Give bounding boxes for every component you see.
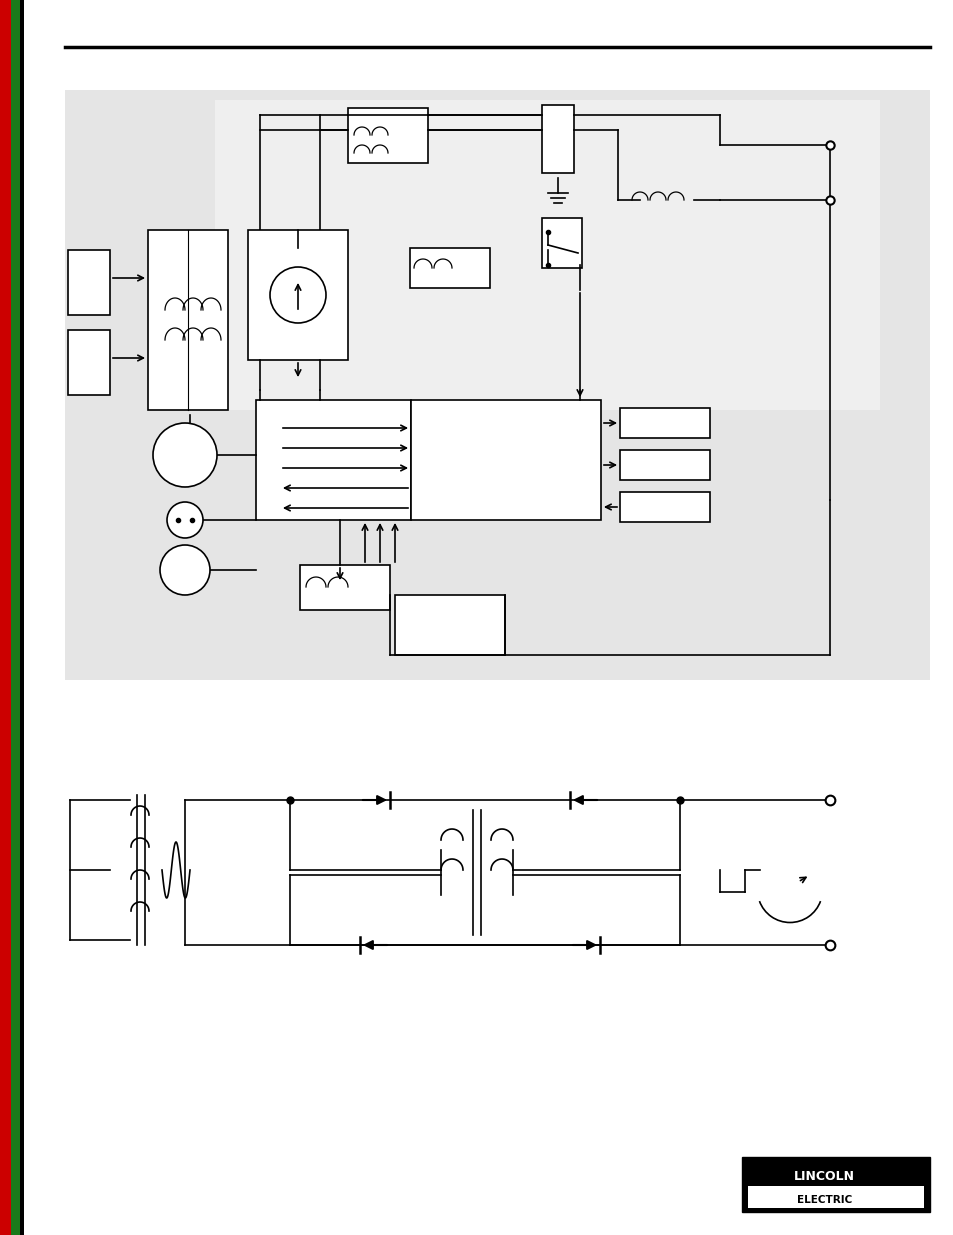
Text: ELECTRIC: ELECTRIC [797,1195,851,1205]
Bar [619,450,709,480]
Bar [747,1186,923,1208]
Bar [541,219,581,268]
Bar [741,1157,929,1212]
Bar [619,492,709,522]
Bar [410,248,490,288]
Text: ®: ® [898,1166,904,1172]
Bar [214,100,879,410]
Bar [68,330,110,395]
Bar [148,230,228,410]
Bar [248,230,348,359]
Bar [411,400,600,520]
Bar [255,400,411,520]
Circle shape [270,267,326,324]
Bar [68,249,110,315]
Bar [395,595,504,655]
Circle shape [152,424,216,487]
Bar [541,105,574,173]
Bar [299,564,390,610]
Circle shape [160,545,210,595]
Bar [11,0,20,1235]
Bar [65,90,929,680]
Circle shape [167,501,203,538]
Bar [619,408,709,438]
Bar [20,0,24,1235]
Text: LINCOLN: LINCOLN [794,1170,854,1183]
Bar [348,107,428,163]
Bar [168,440,210,471]
Bar [0,0,11,1235]
